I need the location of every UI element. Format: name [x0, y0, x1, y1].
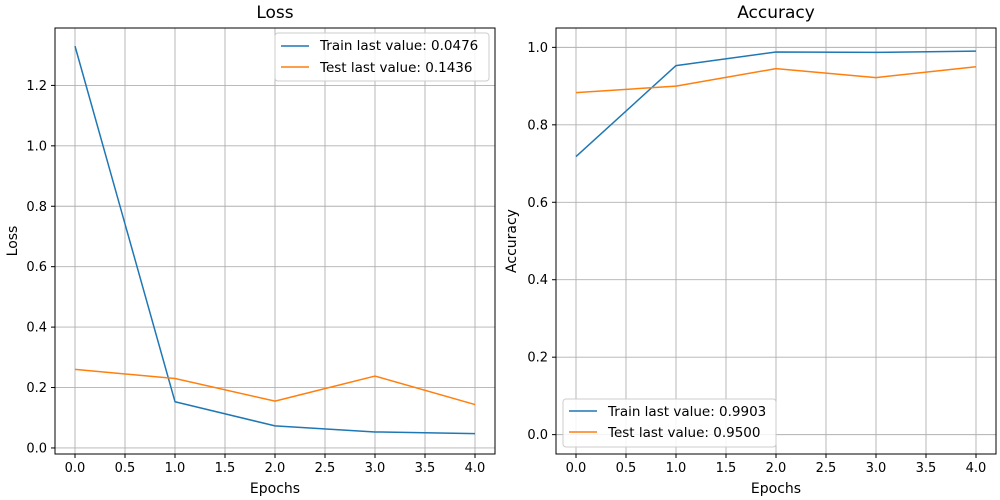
- accuracy-y-tick-label: 0.0: [527, 428, 548, 443]
- loss-y-tick-label: 1.0: [26, 139, 47, 154]
- loss-x-axis-label: Epochs: [250, 481, 300, 497]
- accuracy-x-tick-label: 1.5: [716, 461, 737, 476]
- loss-chart: 0.0 0.5 1.0 1.5 2.0 2.5 3.0 3.5 4.0 0.0 0.2 0.4 0.6 0…: [5, 3, 496, 497]
- accuracy-legend: Train last value: 0.9903 Test last value…: [562, 398, 777, 448]
- accuracy-y-tick-label: 0.4: [527, 273, 548, 288]
- accuracy-x-tick-label: 3.0: [866, 461, 887, 476]
- loss-series: [74, 45, 476, 435]
- accuracy-series-line-train: [575, 50, 977, 158]
- loss-x-tick-label: 0.5: [115, 461, 136, 476]
- loss-x-tick-label: 0.0: [65, 461, 86, 476]
- loss-series-line-test: [74, 368, 476, 406]
- accuracy-y-tick-label: 1.0: [527, 41, 548, 56]
- loss-ticks: 0.0 0.5 1.0 1.5 2.0 2.5 3.0 3.5 4.0 0.0 0.2 0.4 0.6 0…: [26, 79, 485, 476]
- accuracy-y-tick-label: 0.2: [527, 351, 548, 366]
- accuracy-x-tick-label: 4.0: [966, 461, 987, 476]
- loss-x-tick-label: 3.5: [415, 461, 436, 476]
- loss-legend: Train last value: 0.0476 Test last value…: [274, 32, 490, 82]
- accuracy-title: Accuracy: [737, 3, 815, 23]
- loss-y-tick-label: 0.2: [26, 381, 47, 396]
- loss-x-tick-label: 3.0: [365, 461, 386, 476]
- loss-x-tick-label: 2.0: [265, 461, 286, 476]
- accuracy-ticks: 0.0 0.5 1.0 1.5 2.0 2.5 3.0 3.5 4.0 0.0 0.2 0.4 0.6 0…: [527, 41, 986, 476]
- accuracy-x-tick-label: 3.5: [916, 461, 937, 476]
- loss-legend-train-label: Train last value: 0.0476: [319, 38, 478, 54]
- accuracy-chart: 0.0 0.5 1.0 1.5 2.0 2.5 3.0 3.5 4.0 0.0 0.2 0.4 0.6 0…: [504, 3, 997, 497]
- loss-title: Loss: [256, 3, 293, 23]
- loss-grid: [55, 28, 495, 454]
- accuracy-x-tick-label: 0.0: [566, 461, 587, 476]
- accuracy-x-axis-label: Epochs: [751, 481, 801, 497]
- accuracy-x-tick-label: 0.5: [616, 461, 637, 476]
- loss-y-tick-label: 0.4: [26, 321, 47, 336]
- accuracy-series-line-test: [575, 65, 977, 94]
- accuracy-legend-test-label: Test last value: 0.9500: [607, 425, 760, 441]
- loss-legend-test-label: Test last value: 0.1436: [319, 60, 472, 76]
- loss-x-tick-label: 4.0: [465, 461, 486, 476]
- accuracy-legend-box: [562, 398, 777, 448]
- accuracy-series: [575, 50, 977, 158]
- accuracy-y-tick-label: 0.8: [527, 118, 548, 133]
- loss-legend-box: [274, 32, 490, 82]
- loss-y-tick-label: 0.8: [26, 200, 47, 215]
- loss-y-tick-label: 1.2: [26, 79, 47, 94]
- loss-x-tick-label: 2.5: [315, 461, 336, 476]
- accuracy-x-tick-label: 2.0: [766, 461, 787, 476]
- loss-series-line-train: [74, 45, 476, 435]
- accuracy-legend-train-label: Train last value: 0.9903: [607, 404, 766, 420]
- loss-x-tick-label: 1.0: [165, 461, 186, 476]
- loss-y-tick-label: 0.6: [26, 260, 47, 275]
- loss-y-axis-label: Loss: [5, 226, 21, 257]
- accuracy-y-axis-label: Accuracy: [504, 209, 520, 273]
- loss-y-tick-label: 0.0: [26, 441, 47, 456]
- loss-x-tick-label: 1.5: [215, 461, 236, 476]
- accuracy-y-tick-label: 0.6: [527, 196, 548, 211]
- accuracy-x-tick-label: 1.0: [666, 461, 687, 476]
- accuracy-x-tick-label: 2.5: [816, 461, 837, 476]
